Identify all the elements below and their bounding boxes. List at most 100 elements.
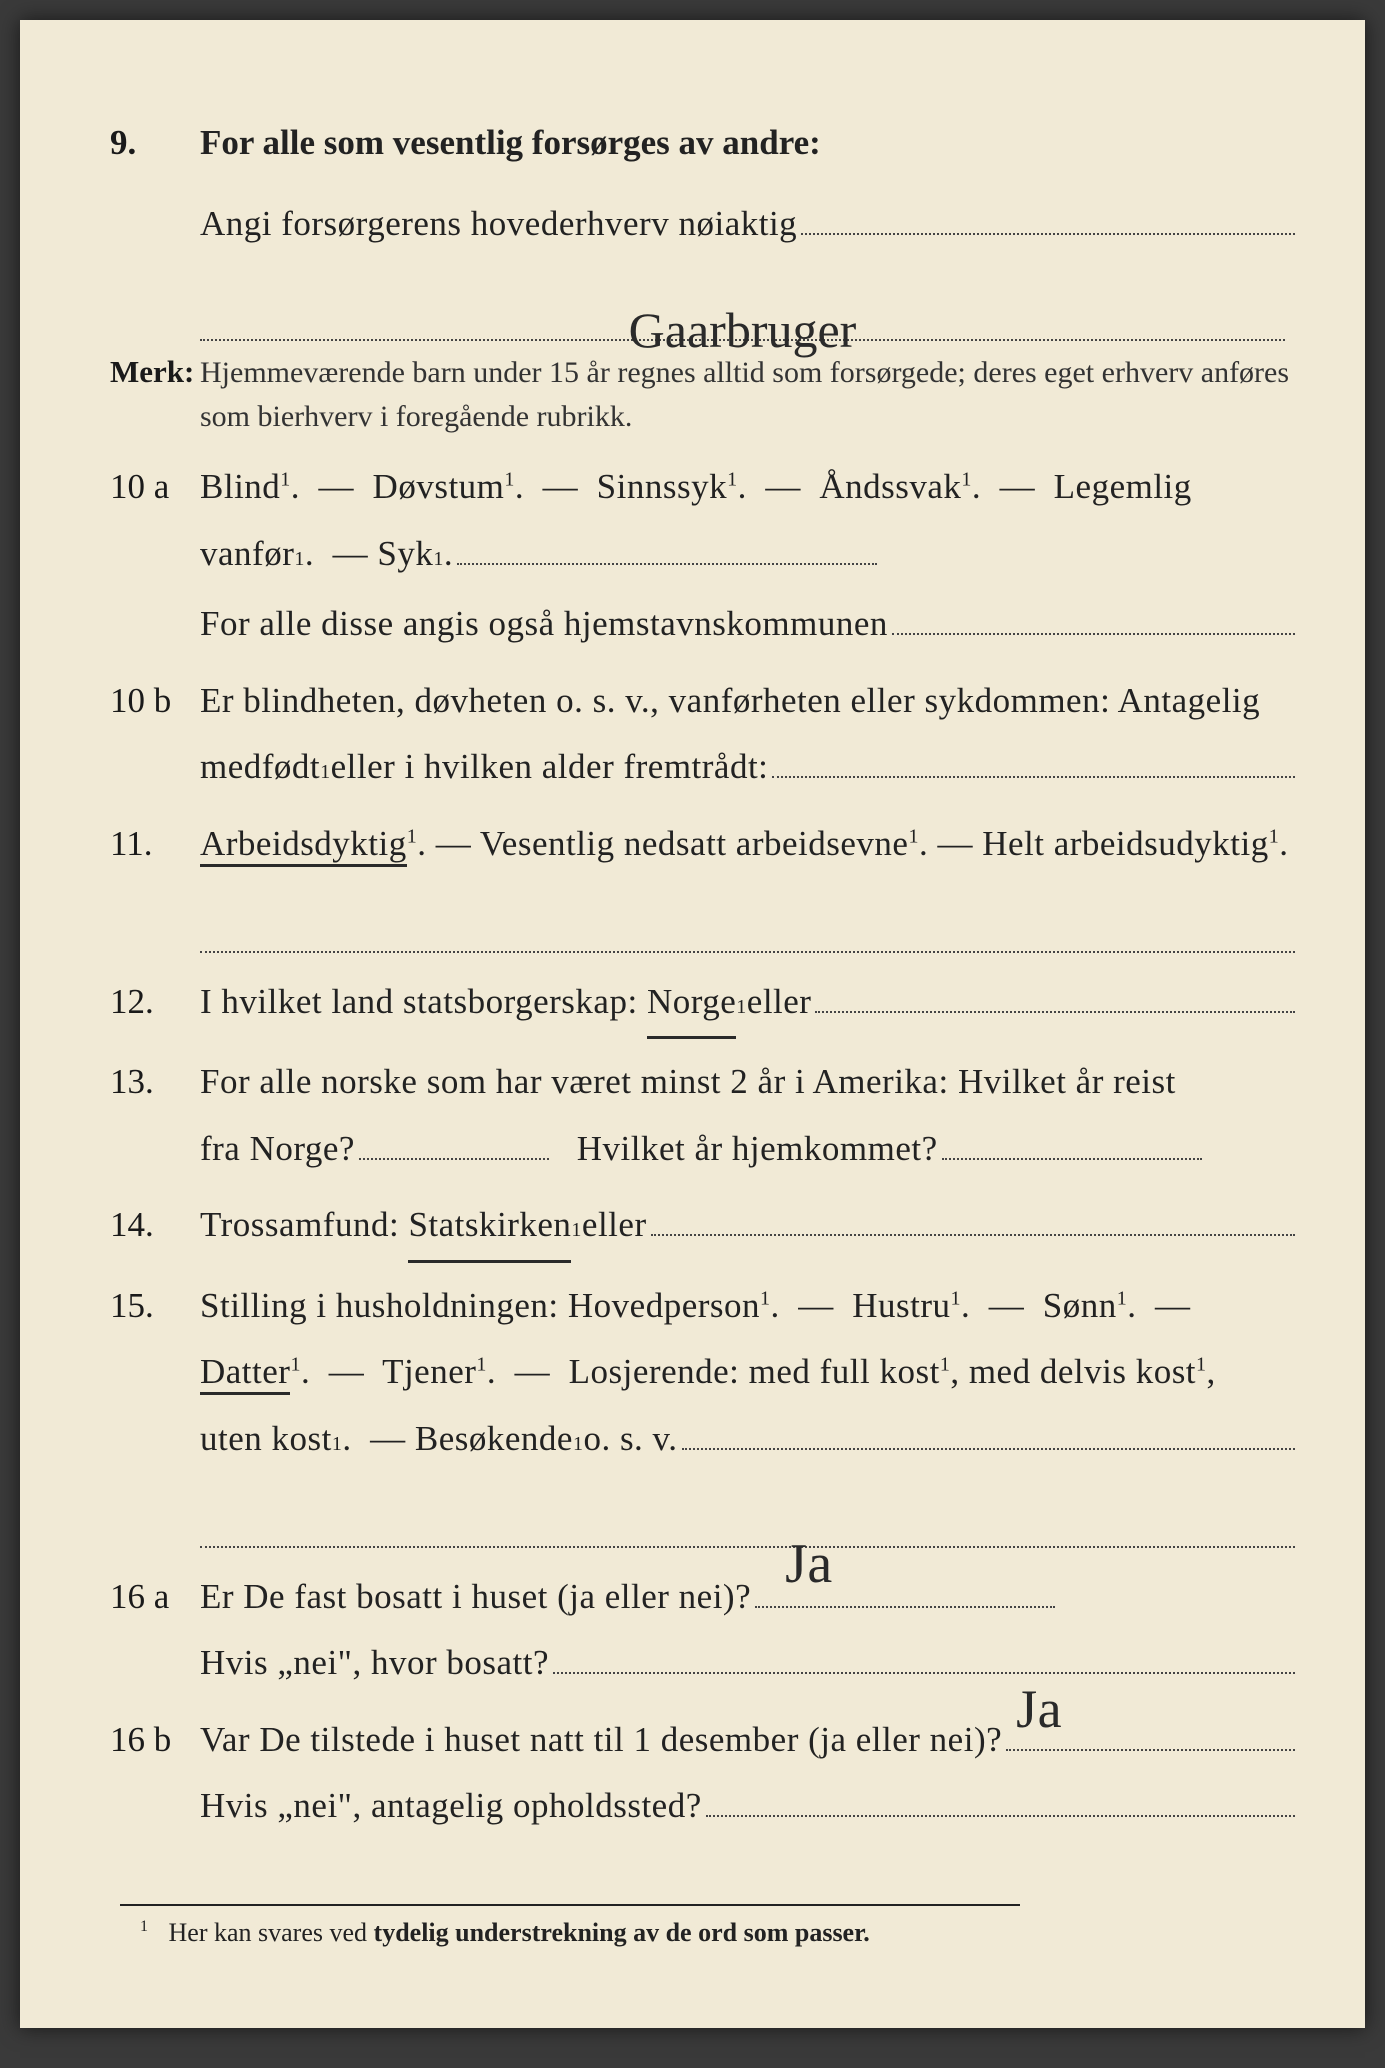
census-form-page: 9. For alle som vesentlig forsørges av a… (20, 20, 1365, 2028)
q14-text-a: Trossamfund: (200, 1192, 399, 1259)
q13-line2b: Hvilket år hjemkommet? (577, 1116, 938, 1183)
q10a-opt6: Syk (377, 521, 433, 588)
q10a-hjemstavn-dots (892, 633, 1295, 635)
q10a-opt5-pre: Legemlig (1054, 467, 1192, 506)
q10a-line3: For alle disse angis også hjemstavnskomm… (200, 591, 1295, 658)
q10b-text1: Er blindheten, døvheten o. s. v., vanfør… (200, 668, 1295, 735)
q9-line1: Angi forsørgerens hovederhverv nøiaktig (200, 191, 1295, 258)
q16a-line1: Er De fast bosatt i huset (ja eller nei)… (200, 1564, 1295, 1631)
q13-dots2 (942, 1158, 1202, 1160)
q15-number: 15. (110, 1286, 200, 1326)
q10a-opt3: Sinnssyk (597, 467, 727, 506)
q12-text-a: I hvilket land statsborgerskap: (200, 969, 638, 1036)
q12-text-b: eller (747, 969, 812, 1036)
q14-text-b: eller (582, 1192, 647, 1259)
q11-opt2: Vesentlig nedsatt arbeidsevne (480, 824, 909, 863)
q11-opt1: Arbeidsdyktig (200, 824, 407, 867)
q13-number: 13. (110, 1062, 200, 1102)
q12-row: 12. I hvilket land statsborgerskap: Norg… (110, 969, 1295, 1040)
q11-number: 11. (110, 824, 200, 864)
q11-row: 11. Arbeidsdyktig1. — Vesentlig nedsatt … (110, 811, 1295, 959)
q12-norge: Norge (647, 969, 736, 1040)
q15-o1: Hovedperson (568, 1286, 760, 1325)
q10a-hjemstavn-text: For alle disse angis også hjemstavnskomm… (200, 591, 888, 658)
q15-dotline (200, 1500, 1295, 1548)
q11-dotline (200, 905, 1295, 953)
q14-body: Trossamfund: Statskirken1 eller (200, 1192, 1295, 1263)
sup-mark: 1 (280, 468, 291, 490)
q15-row: 15. Stilling i husholdningen: Hovedperso… (110, 1273, 1295, 1554)
q16a-number: 16 a (110, 1577, 200, 1617)
q9-handwritten-value: Gaarbruger (629, 283, 857, 378)
q10a-line2: vanfør1. — Syk1. (200, 521, 1295, 588)
q15-o3: Sønn (1043, 1286, 1117, 1325)
q10a-row: 10 a Blind1. — Døvstum1. — Sinnssyk1. — … (110, 454, 1295, 658)
q14-dots (651, 1234, 1295, 1236)
q14-statskirken: Statskirken (408, 1192, 571, 1263)
q16b-dots1: Ja (1006, 1749, 1295, 1751)
q15-line3: uten kost1. — Besøkende1 o. s. v. (200, 1406, 1295, 1473)
q16a-row: 16 a Er De fast bosatt i huset (ja eller… (110, 1564, 1295, 1697)
q12-body: I hvilket land statsborgerskap: Norge1 e… (200, 969, 1295, 1040)
footnote-text-a: Her kan svares ved (169, 1918, 374, 1947)
q16b-answer: Ja (1016, 1658, 1062, 1761)
q9-row: 9. For alle som vesentlig forsørges av a… (110, 110, 1295, 341)
q9-line1-dots (801, 233, 1295, 235)
q10a-opt1: Blind (200, 467, 280, 506)
q15-o4: Datter (200, 1352, 290, 1395)
q16b-text1: Var De tilstede i huset natt til 1 desem… (200, 1707, 1002, 1774)
q13-body: For alle norske som har været minst 2 år… (200, 1049, 1295, 1182)
q16b-text2: Hvis „nei", antagelig opholdssted? (200, 1773, 702, 1840)
q15-body: Stilling i husholdningen: Hovedperson1. … (200, 1273, 1295, 1554)
q16a-dots2 (553, 1672, 1295, 1674)
q12-dots (815, 1011, 1295, 1013)
q11-body: Arbeidsdyktig1. — Vesentlig nedsatt arbe… (200, 811, 1295, 959)
q10a-syk-dots (457, 563, 877, 565)
q16b-line2: Hvis „nei", antagelig opholdssted? (200, 1773, 1295, 1840)
q16a-line2: Hvis „nei", hvor bosatt? (200, 1630, 1295, 1697)
q16a-text2: Hvis „nei", hvor bosatt? (200, 1630, 549, 1697)
q15-o6mid: , med delvis kost (950, 1352, 1196, 1391)
q15-o6pre: Losjerende: med full kost (569, 1352, 940, 1391)
q16b-dots2 (706, 1815, 1295, 1817)
q16b-line1: Var De tilstede i huset natt til 1 desem… (200, 1707, 1295, 1774)
q16a-dots1: Ja (755, 1606, 1055, 1608)
q13-line1: For alle norske som har været minst 2 år… (200, 1049, 1295, 1116)
q15-o8pre: Besøkende (415, 1406, 573, 1473)
q15-o2: Hustru (852, 1286, 950, 1325)
q16a-body: Er De fast bosatt i huset (ja eller nei)… (200, 1564, 1295, 1697)
q15-text-a: Stilling i husholdningen: (200, 1286, 568, 1325)
q15-o7pre: uten kost (200, 1406, 332, 1473)
footnote: 1 Her kan svares ved tydelig understrekn… (120, 1904, 1020, 1948)
q14-number: 14. (110, 1205, 200, 1245)
merk-label: Merk: (110, 354, 200, 390)
footnote-marker: 1 (140, 1918, 148, 1935)
q15-dots (682, 1448, 1295, 1450)
q10a-opt5: vanfør (200, 521, 294, 588)
q16b-number: 16 b (110, 1720, 200, 1760)
q10b-text2b: eller i hvilken alder fremtrådt: (331, 734, 769, 801)
q9-line1-text: Angi forsørgerens hovederhverv nøiaktig (200, 191, 797, 258)
q16b-row: 16 b Var De tilstede i huset natt til 1 … (110, 1707, 1295, 1840)
q16a-text1: Er De fast bosatt i huset (ja eller nei)… (200, 1564, 751, 1631)
q10b-number: 10 b (110, 681, 200, 721)
q9-title: For alle som vesentlig forsørges av andr… (200, 110, 1295, 177)
q13-line2a: fra Norge? (200, 1116, 355, 1183)
q10b-text2a: medfødt (200, 734, 320, 801)
q10b-body: Er blindheten, døvheten o. s. v., vanfør… (200, 668, 1295, 801)
q15-o8post: o. s. v. (583, 1406, 677, 1473)
q10a-number: 10 a (110, 467, 200, 507)
q15-o5: Tjener (382, 1352, 476, 1391)
footnote-text-b: tydelig understrekning av de ord som pas… (374, 1918, 870, 1947)
q16a-answer: Ja (785, 1511, 833, 1617)
q10a-opt4: Åndssvak (819, 467, 961, 506)
q14-row: 14. Trossamfund: Statskirken1 eller (110, 1192, 1295, 1263)
q13-dots1 (359, 1158, 549, 1160)
q10b-row: 10 b Er blindheten, døvheten o. s. v., v… (110, 668, 1295, 801)
q11-opt3: Helt arbeidsudyktig (982, 824, 1269, 863)
q9-handwritten-line: Gaarbruger (200, 277, 1285, 341)
q10a-body: Blind1. — Døvstum1. — Sinnssyk1. — Åndss… (200, 454, 1295, 658)
q16b-body: Var De tilstede i huset natt til 1 desem… (200, 1707, 1295, 1840)
q10b-dots (772, 776, 1295, 778)
q13-line2: fra Norge? Hvilket år hjemkommet? (200, 1116, 1295, 1183)
